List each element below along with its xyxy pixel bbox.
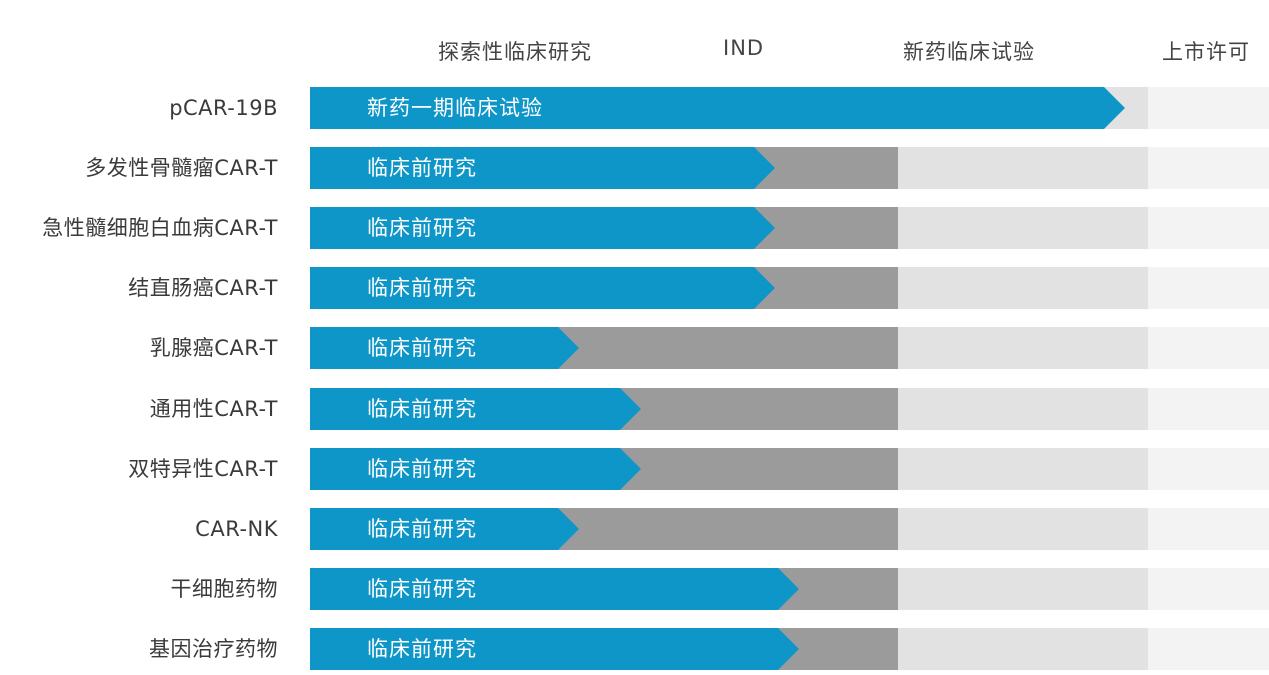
pipeline-track: 临床前研究 — [310, 388, 1269, 430]
market-zone — [1148, 267, 1269, 309]
market-zone — [1148, 327, 1269, 369]
pipeline-track: 临床前研究 — [310, 508, 1269, 550]
pipeline-track: 临床前研究 — [310, 327, 1269, 369]
market-zone — [1148, 207, 1269, 249]
market-zone — [1148, 147, 1269, 189]
row-label: pCAR-19B — [169, 96, 278, 120]
pipeline-track: 临床前研究 — [310, 448, 1269, 490]
clinical-zone — [898, 568, 1148, 610]
stage-header-clinical-trial: 新药临床试验 — [903, 40, 1035, 64]
progress-arrow: 临床前研究 — [310, 388, 641, 430]
progress-arrow: 临床前研究 — [310, 448, 641, 490]
row-label: 多发性骨髓瘤CAR-T — [85, 156, 278, 180]
progress-arrow: 临床前研究 — [310, 568, 799, 610]
clinical-zone — [898, 388, 1148, 430]
progress-arrow: 新药一期临床试验 — [310, 87, 1125, 129]
progress-status-label: 临床前研究 — [367, 637, 477, 661]
clinical-zone — [898, 267, 1148, 309]
market-zone — [1148, 508, 1269, 550]
progress-status-label: 临床前研究 — [367, 156, 477, 180]
stage-header-exploratory: 探索性临床研究 — [438, 40, 592, 64]
row-label: 乳腺癌CAR-T — [149, 336, 278, 360]
progress-status-label: 临床前研究 — [367, 577, 477, 601]
market-zone — [1148, 388, 1269, 430]
market-zone — [1148, 628, 1269, 670]
row-label: 基因治疗药物 — [149, 637, 278, 661]
progress-arrow: 临床前研究 — [310, 147, 775, 189]
stage-header-market-approval: 上市许可 — [1162, 40, 1250, 64]
progress-status-label: 临床前研究 — [367, 216, 477, 240]
progress-status-label: 临床前研究 — [367, 276, 477, 300]
row-label: 急性髓细胞白血病CAR-T — [42, 216, 278, 240]
clinical-zone — [898, 628, 1148, 670]
row-label: 结直肠癌CAR-T — [128, 276, 278, 300]
stage-header-ind: IND — [723, 36, 765, 60]
clinical-zone — [898, 327, 1148, 369]
progress-arrow: 临床前研究 — [310, 267, 775, 309]
progress-status-label: 新药一期临床试验 — [367, 96, 543, 120]
pipeline-track: 临床前研究 — [310, 568, 1269, 610]
progress-arrow: 临床前研究 — [310, 628, 799, 670]
market-zone — [1148, 87, 1269, 129]
pipeline-track: 临床前研究 — [310, 267, 1269, 309]
pipeline-track: 临床前研究 — [310, 207, 1269, 249]
clinical-zone — [898, 147, 1148, 189]
clinical-zone — [898, 448, 1148, 490]
market-zone — [1148, 568, 1269, 610]
progress-status-label: 临床前研究 — [367, 397, 477, 421]
progress-arrow: 临床前研究 — [310, 327, 579, 369]
market-zone — [1148, 448, 1269, 490]
clinical-zone — [898, 207, 1148, 249]
row-label: 双特异性CAR-T — [128, 457, 278, 481]
pipeline-track: 临床前研究 — [310, 147, 1269, 189]
progress-status-label: 临床前研究 — [367, 517, 477, 541]
row-label: 干细胞药物 — [170, 577, 278, 601]
progress-arrow: 临床前研究 — [310, 508, 579, 550]
progress-arrow: 临床前研究 — [310, 207, 775, 249]
progress-status-label: 临床前研究 — [367, 336, 477, 360]
pipeline-track: 新药一期临床试验 — [310, 87, 1269, 129]
row-label: 通用性CAR-T — [149, 397, 278, 421]
progress-status-label: 临床前研究 — [367, 457, 477, 481]
row-label: CAR-NK — [195, 517, 278, 541]
pipeline-track: 临床前研究 — [310, 628, 1269, 670]
clinical-zone — [898, 508, 1148, 550]
